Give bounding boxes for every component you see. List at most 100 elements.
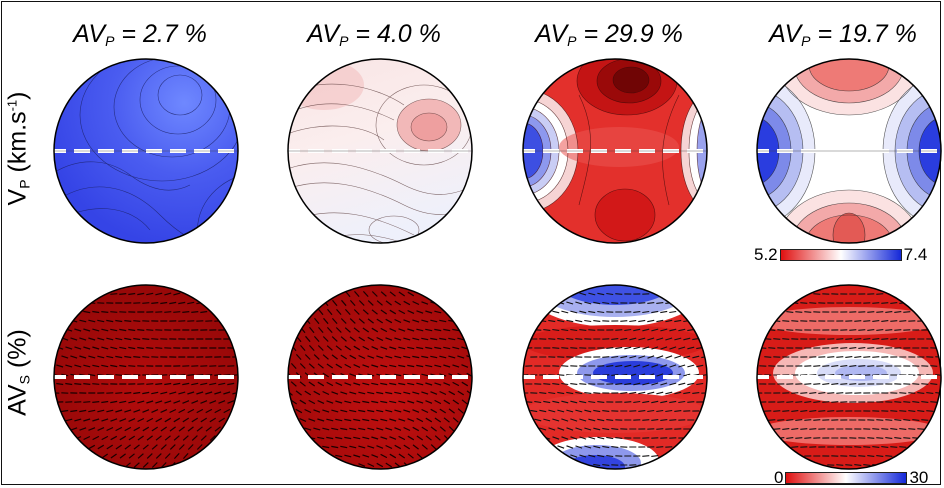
fast-axis-tick [367, 300, 374, 306]
fast-axis-tick [326, 363, 334, 369]
fast-axis-tick [124, 426, 132, 432]
fast-axis-tick [831, 365, 839, 367]
fast-axis-tick [908, 410, 916, 412]
fast-axis-tick [323, 317, 329, 325]
fast-axis-tick [885, 419, 893, 421]
fast-axis-tick [335, 327, 342, 333]
fast-axis-tick [151, 338, 159, 340]
fast-axis-tick [439, 390, 447, 396]
fast-axis-tick [200, 417, 208, 423]
fast-axis-tick [809, 392, 817, 394]
fast-axis-tick [137, 400, 145, 404]
fast-axis-tick [133, 462, 140, 468]
fast-axis-tick [160, 301, 168, 305]
fast-axis-tick [305, 335, 311, 343]
fast-axis-tick [178, 426, 185, 432]
row-label-vp: VP (km.s-1) [4, 89, 33, 209]
fast-axis-tick [926, 410, 934, 412]
fast-axis-tick [448, 337, 456, 341]
fast-axis-tick [362, 400, 370, 404]
fast-axis-tick [836, 338, 844, 340]
fast-axis-tick [187, 301, 195, 305]
fast-axis-tick [344, 418, 352, 422]
fast-axis-tick [530, 409, 538, 413]
fast-axis-tick [534, 400, 542, 404]
fast-axis-tick [101, 435, 109, 441]
fast-axis-tick [331, 427, 339, 431]
fast-axis-tick [371, 327, 379, 333]
fast-axis-tick [683, 373, 691, 377]
fast-axis-tick [557, 409, 565, 413]
fast-axis-tick [669, 346, 677, 350]
fast-axis-tick [169, 426, 176, 432]
fast-axis-tick [385, 391, 393, 395]
fast-axis-tick [845, 338, 853, 340]
fast-axis-tick [421, 319, 429, 323]
fast-axis-tick [169, 444, 176, 450]
fast-axis-tick [367, 427, 375, 431]
fast-axis-tick [299, 418, 307, 422]
fast-axis-tick [863, 464, 871, 466]
fast-axis-tick [290, 381, 297, 387]
fast-axis-tick [151, 391, 159, 395]
fast-axis-tick [362, 309, 369, 315]
fast-axis-tick [317, 436, 325, 440]
fast-axis-tick [169, 408, 177, 414]
fast-axis-tick [827, 392, 835, 394]
fast-axis-tick [376, 391, 384, 395]
fast-axis-tick [629, 391, 637, 395]
fast-axis-tick [317, 418, 325, 422]
fast-axis-tick [313, 354, 320, 360]
fast-axis-tick [83, 328, 91, 332]
fast-axis-tick [349, 409, 357, 413]
fast-axis-tick [394, 444, 402, 450]
fast-axis-tick [403, 319, 411, 323]
fast-axis-tick [615, 293, 623, 295]
fast-axis-tick [795, 311, 803, 313]
row-label-main: V [3, 188, 32, 206]
fast-axis-tick [872, 356, 880, 358]
fast-axis-tick [849, 329, 857, 331]
fast-axis-tick [561, 365, 569, 367]
fast-axis-tick [461, 364, 469, 368]
fast-axis-tick [394, 300, 402, 306]
fast-axis-tick [606, 347, 614, 349]
fast-axis-tick [791, 428, 799, 430]
fast-axis-tick [362, 327, 370, 333]
fast-axis-tick [890, 320, 898, 322]
fast-axis-tick [133, 356, 141, 358]
fast-axis-tick [389, 328, 397, 332]
fast-axis-tick [398, 418, 406, 422]
fast-axis-tick [398, 400, 406, 404]
fast-axis-tick [349, 391, 357, 395]
fast-axis-tick [398, 453, 406, 459]
fast-axis-tick [602, 356, 610, 358]
fast-axis-tick [443, 328, 451, 332]
fast-axis-tick [371, 346, 379, 350]
fast-axis-tick [214, 408, 222, 414]
fast-axis-tick [92, 346, 100, 350]
fast-axis-tick [656, 337, 664, 341]
fast-axis-tick [804, 311, 812, 313]
fast-axis-tick [588, 436, 596, 440]
fast-axis-tick [173, 417, 181, 423]
fast-axis-tick [367, 409, 375, 413]
fast-axis-tick [782, 320, 790, 322]
fast-axis-tick [593, 301, 601, 305]
fast-axis-tick [624, 328, 632, 332]
fast-axis-tick [327, 308, 333, 316]
fast-axis-tick [209, 400, 217, 404]
stereonet-vp-3 [522, 58, 708, 244]
fast-axis-tick [800, 410, 808, 412]
fast-axis-tick [552, 310, 560, 314]
fast-axis-tick [299, 363, 306, 369]
fast-axis-tick [353, 382, 361, 386]
colorbar-max: 30 [909, 468, 929, 487]
fast-axis-tick [777, 419, 785, 421]
fast-axis-tick [448, 355, 456, 359]
fast-axis-tick [443, 364, 451, 368]
fast-axis-tick [191, 311, 199, 313]
fast-axis-tick [416, 364, 424, 368]
fast-axis-tick [899, 392, 907, 394]
fast-axis-tick [97, 355, 105, 359]
